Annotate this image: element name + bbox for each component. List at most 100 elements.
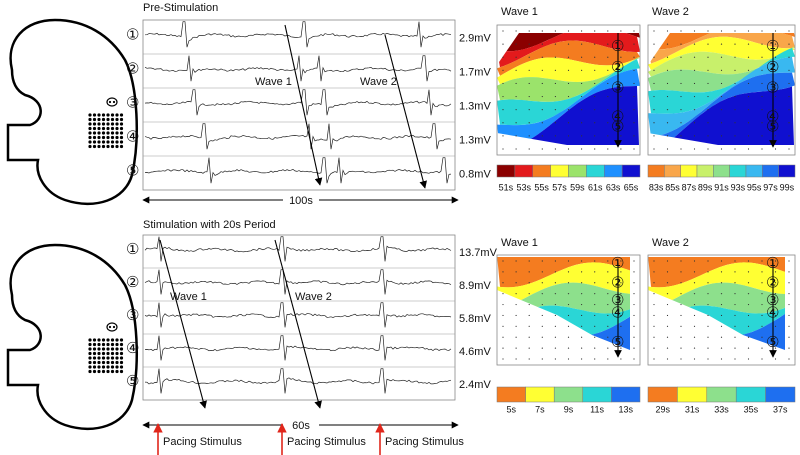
map-dot [761,336,763,338]
map-dot [774,293,777,295]
electrode [119,342,124,347]
map-dot [761,69,763,71]
electrode [88,117,92,122]
map-dot [554,358,557,360]
map-dot [693,135,696,137]
electrode [97,369,101,374]
amplitude-label: 1.3mV [459,135,491,147]
map-dot [666,325,669,327]
electrode [115,338,119,342]
map-dot [607,282,609,284]
map-dot [607,347,609,349]
map-dot [528,358,530,360]
map-dot [620,303,622,306]
legend-label: 55s [534,182,549,192]
map-dot [554,271,557,273]
map-band [648,33,795,50]
map-dot [633,95,635,98]
electrode [119,360,124,365]
map-dot [633,358,635,360]
legend-label: 99s [780,182,795,192]
map-dot [633,336,635,338]
map-dot [541,314,543,317]
electrode [101,365,106,369]
map-dot [653,43,655,45]
map-dot [620,282,622,284]
map-dot [594,148,596,150]
map-dot [653,148,655,150]
electrode [101,131,106,135]
legend-label: 89s [698,182,713,192]
electrode [106,347,110,351]
map-bands [648,33,795,145]
map-dot [747,336,750,338]
trace [144,89,452,116]
map-dot [594,30,596,32]
map-dot [528,109,530,111]
map-dot [707,293,709,295]
map-dot [774,358,777,360]
map-dot [720,95,723,98]
electrode [88,144,92,149]
map-dot [788,30,790,32]
map-dot [788,271,790,273]
map-dot [633,69,635,71]
map-dot [666,271,669,273]
electrode [97,131,101,135]
map-dot [653,260,655,262]
map-dot [567,271,570,273]
electrode [115,369,119,374]
map-dot [620,135,622,137]
map-dot [607,358,609,360]
map-dot [693,358,696,360]
electrode [101,140,106,144]
map-band [648,46,795,77]
map-dot [581,325,583,327]
map-dot [707,148,709,150]
map-dot [620,336,622,338]
map-dot [554,282,557,284]
legend-swatch [496,164,516,178]
map-dot [693,325,696,327]
electrode [101,360,106,365]
map-dot [581,260,583,262]
map-dot [594,303,596,306]
map-dot [666,282,669,284]
map-dot [653,56,655,58]
map-dot [693,82,696,85]
map-dot [707,56,709,58]
map-dot [515,30,517,32]
map-band [497,57,640,102]
map-dot [541,82,543,85]
map-dot [554,43,557,45]
map-dot [620,56,622,58]
map-dot [734,109,736,111]
map-dot [747,30,750,32]
map-channel-label: ④ [611,108,624,125]
map-dot [734,314,736,317]
map-dot [680,69,682,71]
map-band [648,282,785,324]
electrode [101,122,106,126]
map-dot [620,347,622,349]
amplitude-label: 2.4mV [459,379,491,391]
legend-label: 95s [747,182,762,192]
map-band [648,33,795,64]
map-dot [680,43,682,45]
map-dot [734,69,736,71]
map-dot [720,271,723,273]
map-dot [541,95,543,98]
map-dot [707,43,709,45]
map-channel-label: ③ [766,80,779,97]
map-dot [693,260,696,262]
electrode [119,356,124,360]
electrode [119,140,124,144]
map-dot [594,282,596,284]
electrode [106,126,110,131]
legend-label: 57s [552,182,567,192]
map-dot [747,69,750,71]
ref-dot [112,325,116,329]
map-dot [680,347,682,349]
map-dot [607,109,609,111]
map-dot [502,303,504,306]
